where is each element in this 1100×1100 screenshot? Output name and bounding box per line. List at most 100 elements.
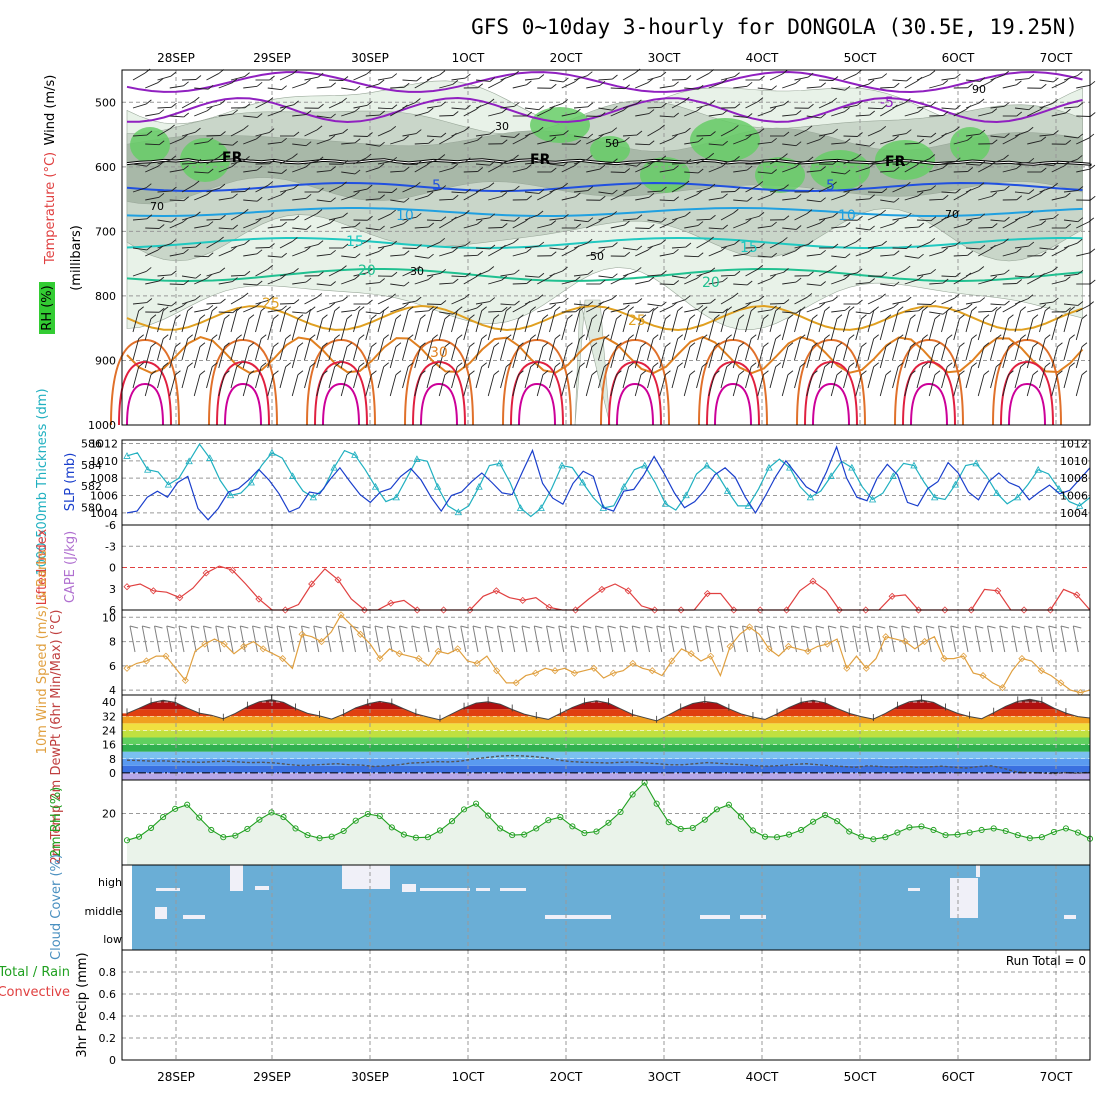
wind-barb-flag <box>759 159 765 165</box>
wind-barb-flag <box>787 342 794 348</box>
wind-barb-flag <box>170 71 177 77</box>
wind-barb <box>377 338 385 361</box>
wind-barb <box>230 366 238 389</box>
wind-barb <box>451 161 466 165</box>
wind-barb <box>292 143 307 147</box>
wind-barb-flag <box>611 211 618 216</box>
wind-barb <box>1063 219 1078 223</box>
temp-color-band <box>122 716 1090 724</box>
wind-barb-flag <box>538 105 545 111</box>
wind-barb-flag <box>799 306 806 312</box>
rh2m-point <box>497 825 504 832</box>
wind-barb <box>720 296 734 305</box>
surface-wind-barb <box>435 625 442 653</box>
wind-barb-flag <box>745 218 752 224</box>
wind-barb-flag <box>979 129 986 135</box>
wind-barb <box>573 75 588 81</box>
wind-barb <box>537 109 551 117</box>
wind-barb-flag <box>683 96 690 102</box>
freezing-level-highlight <box>126 159 1091 165</box>
wind-barb <box>831 255 846 259</box>
wind-barb-flag <box>701 362 708 368</box>
wind-barb <box>341 255 356 259</box>
wind-barb <box>341 195 355 201</box>
wind-barb-flag <box>1069 334 1075 340</box>
wind10m-line <box>126 613 1091 694</box>
rh2m-point <box>834 818 841 825</box>
wind-barb-flag <box>795 110 802 115</box>
temp-color-band <box>122 751 1090 759</box>
wind-barb <box>733 115 748 118</box>
wind-barb-flag <box>942 163 948 169</box>
wind-barb <box>475 338 483 361</box>
surface-wind-barb-flag <box>681 625 690 629</box>
wind-barb-flag <box>857 132 863 137</box>
wind-barb-flag <box>1052 182 1058 188</box>
wind-barb-flag <box>219 267 226 273</box>
wind-barb-flag <box>746 196 753 202</box>
wind-barb-flag <box>991 192 998 197</box>
wind-barb-flag <box>628 362 634 368</box>
wind-barb-flag <box>1044 334 1051 340</box>
wind-barb-flag <box>967 167 974 172</box>
wind-barb <box>610 277 624 285</box>
wind-barb <box>978 81 991 89</box>
wind-barb-flag <box>758 128 765 133</box>
wind-barb-flag <box>452 278 459 284</box>
wind-barb-flag <box>746 249 753 255</box>
wind-barb <box>157 310 164 333</box>
wind10m-point <box>220 640 228 648</box>
wind-barb <box>524 78 539 81</box>
wind-barb-flag <box>1053 161 1059 167</box>
wind-barb <box>463 346 470 369</box>
wind-barb <box>916 338 924 361</box>
wind-barb-flag <box>403 303 409 308</box>
surface-wind-barb <box>656 625 663 653</box>
rh2m-point <box>460 806 468 813</box>
wind-barb-flag <box>526 279 533 284</box>
wind-barb-flag <box>942 278 949 284</box>
wind-barb <box>916 272 931 277</box>
wind-barb-flag <box>232 277 238 282</box>
wind-barb-flag <box>390 293 396 299</box>
wind-barb <box>892 185 906 193</box>
wind-barb <box>880 139 894 145</box>
wind-barb <box>377 129 391 137</box>
wind-barb-flag <box>763 370 769 376</box>
wind-barb <box>684 308 699 313</box>
wind-barb <box>426 272 441 277</box>
wind-barb-flag <box>318 271 324 277</box>
wind-barb <box>390 199 405 203</box>
wind-barb-flag <box>281 221 287 227</box>
wind-barb-flag <box>195 75 202 80</box>
wind-barb <box>132 163 147 167</box>
wind-barb <box>879 346 887 369</box>
rh2m-point <box>160 814 167 821</box>
wind-barb <box>402 79 417 82</box>
wind-barb-flag <box>868 247 875 252</box>
wind-barb-flag <box>493 342 500 348</box>
wind-barb-flag <box>293 184 299 189</box>
wind-barb-flag <box>979 297 986 302</box>
rh2m-point <box>1002 827 1009 835</box>
wind-barb <box>941 245 956 249</box>
rh2m-point <box>1014 832 1021 839</box>
wind-barb <box>880 223 894 229</box>
wind-barb <box>684 141 699 145</box>
wind-barb-flag <box>673 165 679 170</box>
wind-barb-flag <box>330 197 336 203</box>
wind-barb-flag <box>354 138 361 144</box>
date-label-bottom: 4OCT <box>746 1070 779 1084</box>
contour-label: 10 <box>396 208 414 224</box>
wind-barb-flag <box>587 301 594 306</box>
wind-barb <box>586 168 601 173</box>
wind-barb-flag <box>955 241 961 246</box>
wind-barb-flag <box>420 342 426 348</box>
wind-barb-flag <box>416 244 422 249</box>
rh2m-point <box>978 826 985 834</box>
wind-barb-flag <box>844 107 850 113</box>
wind-barb <box>830 318 838 341</box>
wind-barb <box>500 310 507 333</box>
surface-wind-barb-flag <box>938 625 947 629</box>
